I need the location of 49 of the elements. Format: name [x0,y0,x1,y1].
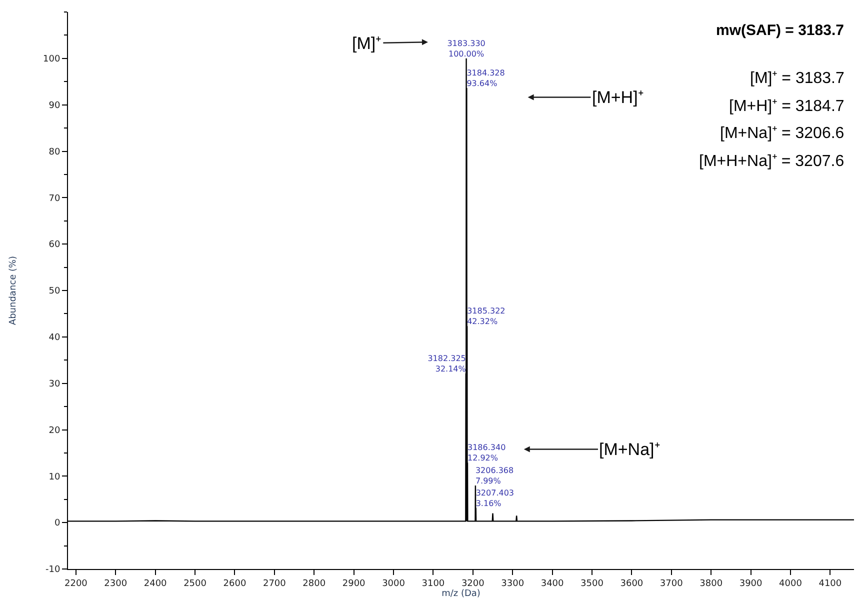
x-tick-label: 3800 [700,578,723,589]
y-tick-label: 50 [48,286,60,297]
x-tick-label: 2300 [104,578,128,589]
annotation: mw(SAF) = 3183.7 [716,22,844,39]
y-tick-label: 40 [48,333,60,344]
y-tick-label: 90 [48,100,60,111]
y-tick-label: 30 [48,379,60,390]
x-tick-label: 3700 [660,578,684,589]
x-tick-label: 4000 [779,578,802,589]
annotation: [M]⁺ = 3183.7 [750,70,844,87]
data-label: 3184.328 93.64% [466,68,505,88]
x-tick-label: 2200 [64,578,88,589]
annotation: [M+H]⁺ = 3184.7 [729,98,844,115]
data-label: 3182.325 32.14% [428,354,466,374]
x-tick-label: 3400 [540,578,564,589]
x-tick-label: 2600 [223,578,246,589]
x-tick-label: 3300 [501,578,524,589]
annotation: [M+Na]⁺ = 3206.6 [720,125,844,142]
x-tick-label: 3900 [739,578,763,589]
y-tick-label: 80 [48,147,60,158]
annotation: [M]⁺ [352,34,382,53]
data-label: 3186.340 12.92% [467,443,506,463]
x-tick-label: 2500 [184,578,207,589]
annotation: [M+H]⁺ [592,88,644,107]
y-tick-label: 60 [48,240,60,250]
y-tick-label: 100 [43,54,60,65]
x-tick-label: 3100 [422,578,445,589]
y-tick-label: -10 [45,565,60,576]
y-tick-label: 70 [48,194,60,204]
data-label: 3207.403 3.16% [476,488,514,508]
x-tick-label: 2700 [262,578,286,589]
data-label: 3185.322 42.32% [467,306,506,326]
y-tick-label: 0 [54,518,60,529]
x-tick-label: 3000 [382,578,406,589]
y-tick-label: 20 [48,426,60,436]
x-axis-title: m/z (Da) [442,588,480,599]
x-tick-label: 4100 [818,578,842,589]
annotation: [M+Na]⁺ [599,440,660,459]
annotation: [M+H+Na]⁺ = 3207.6 [699,153,844,170]
x-tick-label: 2800 [302,578,326,589]
y-tick-label: 10 [48,472,60,482]
x-tick-label: 2900 [342,578,366,589]
x-tick-label: 2400 [144,578,168,589]
x-tick-label: 3200 [461,578,485,589]
data-label: 3206.368 7.99% [475,466,514,486]
y-axis-title: Abundance (%) [8,256,18,326]
data-label: 3183.330 100.00% [447,39,486,58]
x-tick-label: 3500 [580,578,604,589]
x-tick-label: 3600 [620,578,644,589]
